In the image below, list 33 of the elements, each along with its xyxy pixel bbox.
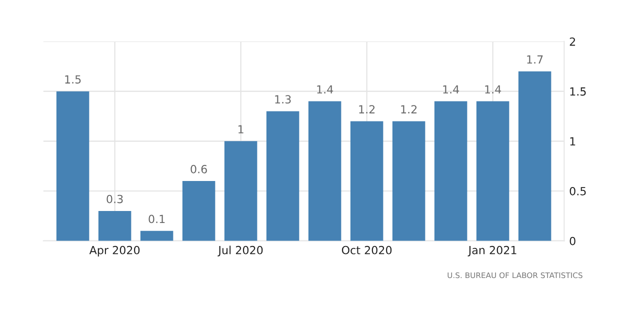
data-label: 1.3 xyxy=(275,95,291,104)
data-label: 1 xyxy=(238,125,244,134)
data-label: 1.4 xyxy=(485,85,502,94)
data-label: 0.3 xyxy=(106,194,123,204)
bar xyxy=(308,101,342,241)
bar xyxy=(392,121,426,241)
data-label: 1.4 xyxy=(443,85,460,94)
bar xyxy=(518,71,552,241)
data-label: 1.5 xyxy=(65,75,81,84)
x-tick-label: Jan 2021 xyxy=(468,246,516,256)
y-tick-label: 2 xyxy=(570,37,576,46)
y-tick-label: 0.5 xyxy=(570,186,586,196)
bar xyxy=(140,230,174,241)
bar xyxy=(224,141,258,241)
data-label: 0.1 xyxy=(148,214,165,224)
bar xyxy=(350,121,384,241)
bar xyxy=(266,111,300,241)
y-tick-label: 0 xyxy=(570,236,576,246)
x-tick-label: Jul 2020 xyxy=(218,246,263,256)
data-label: 1.2 xyxy=(359,105,375,114)
data-label: 1.2 xyxy=(401,105,417,114)
bar xyxy=(98,210,132,241)
bar xyxy=(182,181,216,241)
x-tick-label: Apr 2020 xyxy=(89,246,140,256)
x-tick-label: Oct 2020 xyxy=(342,246,392,254)
data-label: 1.4 xyxy=(317,85,334,94)
y-tick-label: 1 xyxy=(570,137,576,146)
bar xyxy=(56,91,90,241)
data-label: 0.6 xyxy=(190,164,207,174)
bar xyxy=(476,101,510,241)
bar xyxy=(434,101,468,241)
data-label: 1.7 xyxy=(527,55,543,64)
y-tick-label: 1.5 xyxy=(570,87,586,96)
